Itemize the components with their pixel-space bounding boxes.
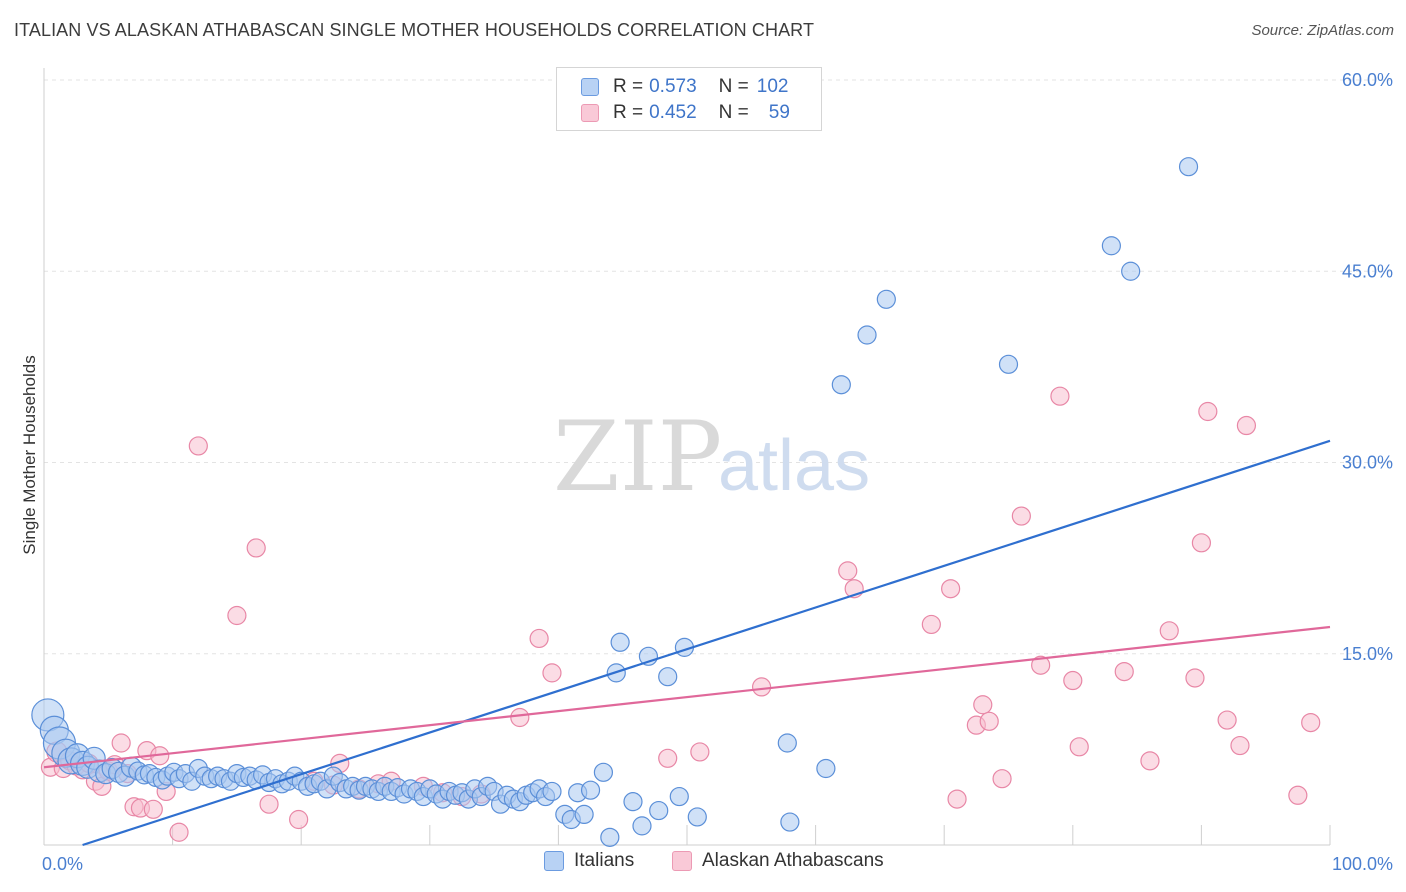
data-point-alaskan bbox=[1063, 670, 1083, 691]
data-point-alaskan bbox=[973, 695, 993, 715]
data-point-alaskan bbox=[529, 628, 549, 649]
bottom-legend-label-italians: Italians bbox=[574, 850, 635, 871]
data-point-alaskan bbox=[542, 663, 562, 683]
data-point-alaskan bbox=[751, 677, 772, 697]
data-point-italians bbox=[580, 780, 601, 800]
data-point-alaskan bbox=[259, 794, 279, 814]
data-point-alaskan bbox=[510, 707, 530, 728]
series-italians bbox=[31, 157, 1199, 847]
data-point-alaskan bbox=[1050, 386, 1070, 406]
data-point-alaskan bbox=[1198, 401, 1218, 422]
data-point-alaskan bbox=[169, 822, 189, 842]
y-tick-label: 45.0% bbox=[1342, 261, 1393, 281]
data-point-alaskan bbox=[1236, 415, 1257, 436]
data-point-italians bbox=[658, 667, 678, 687]
data-point-italians bbox=[687, 807, 707, 827]
data-point-italians bbox=[998, 354, 1019, 374]
trend-line-alaskan bbox=[43, 625, 1331, 769]
data-point-italians bbox=[623, 792, 643, 812]
legend-n-value: 102 bbox=[756, 76, 789, 97]
data-point-alaskan bbox=[838, 561, 858, 581]
data-point-alaskan bbox=[1288, 785, 1308, 805]
data-point-italians bbox=[831, 375, 851, 395]
data-point-alaskan bbox=[1031, 655, 1051, 675]
data-point-italians bbox=[600, 827, 620, 847]
bottom-legend: Italians Alaskan Athabascans bbox=[0, 850, 1406, 878]
data-point-alaskan bbox=[246, 538, 266, 558]
data-point-alaskan bbox=[941, 579, 961, 599]
bottom-legend-alaskan: Alaskan Athabascans bbox=[672, 850, 884, 872]
data-point-alaskan bbox=[1217, 710, 1237, 730]
x-tick-label: 0.0% bbox=[42, 854, 83, 874]
data-point-italians bbox=[1178, 157, 1199, 177]
data-point-italians bbox=[593, 762, 614, 782]
data-point-alaskan bbox=[143, 799, 163, 819]
data-point-italians bbox=[542, 781, 562, 802]
y-axis-label: Single Mother Households bbox=[20, 355, 39, 554]
bottom-legend-italians: Italians bbox=[544, 850, 634, 872]
legend-r-value: 0.573 bbox=[649, 76, 697, 97]
data-point-alaskan bbox=[947, 789, 967, 809]
data-point-italians bbox=[816, 758, 836, 779]
bottom-legend-label-alaskan: Alaskan Athabascans bbox=[702, 850, 884, 871]
data-point-italians bbox=[632, 816, 652, 836]
data-point-alaskan bbox=[921, 614, 941, 635]
trend-line-italians bbox=[82, 439, 1331, 847]
data-point-alaskan bbox=[690, 742, 710, 762]
legend-swatch-italians bbox=[581, 78, 599, 96]
data-point-italians bbox=[777, 733, 797, 753]
legend-swatch-alaskan bbox=[581, 104, 599, 122]
data-point-alaskan bbox=[658, 748, 678, 768]
data-point-alaskan bbox=[227, 605, 247, 626]
chart-title: ITALIAN VS ALASKAN ATHABASCAN SINGLE MOT… bbox=[14, 20, 815, 40]
data-point-italians bbox=[1121, 261, 1141, 281]
data-point-alaskan bbox=[1140, 751, 1160, 771]
data-point-alaskan bbox=[992, 769, 1012, 789]
legend-n-value: 59 bbox=[768, 102, 790, 123]
data-point-alaskan bbox=[979, 711, 999, 731]
legend-row-alaskan: R = 0.452 N = 59 bbox=[581, 101, 790, 125]
legend-r-label: R = bbox=[613, 76, 644, 97]
x-tick-label: 100.0% bbox=[1332, 854, 1393, 874]
axes bbox=[43, 68, 1331, 846]
data-point-alaskan bbox=[1159, 621, 1179, 641]
tick-labels: 15.0% 30.0% 45.0% 60.0% 0.0% 100.0% bbox=[42, 70, 1393, 874]
data-point-alaskan bbox=[111, 733, 131, 753]
data-point-italians bbox=[649, 800, 669, 821]
data-point-alaskan bbox=[1301, 712, 1321, 733]
grid-lines bbox=[44, 79, 1392, 655]
data-point-alaskan bbox=[289, 809, 309, 830]
data-point-italians bbox=[669, 786, 689, 807]
legend-r-label: R = bbox=[613, 102, 644, 123]
legend-n-label: N = bbox=[718, 102, 749, 123]
data-point-italians bbox=[574, 804, 594, 825]
bottom-legend-swatch-alaskan bbox=[672, 851, 692, 871]
legend-r-value: 0.452 bbox=[649, 102, 697, 123]
legend-n-label: N = bbox=[718, 76, 749, 97]
data-point-italians bbox=[1101, 236, 1121, 256]
data-point-alaskan bbox=[1069, 737, 1089, 757]
data-point-alaskan bbox=[1185, 668, 1205, 688]
y-tick-label: 60.0% bbox=[1342, 70, 1393, 90]
trend-lines bbox=[43, 439, 1331, 847]
data-point-alaskan bbox=[1011, 506, 1031, 526]
watermark: ZIP atlas bbox=[553, 401, 870, 513]
watermark-zip: ZIP bbox=[553, 401, 722, 513]
legend-row-italians: R = 0.573 N = 102 bbox=[581, 75, 788, 99]
data-point-alaskan bbox=[1114, 661, 1134, 682]
watermark-atlas: atlas bbox=[718, 426, 870, 506]
data-point-italians bbox=[876, 289, 896, 309]
data-point-italians bbox=[610, 632, 630, 652]
data-point-italians bbox=[780, 812, 800, 832]
y-tick-label: 15.0% bbox=[1342, 644, 1393, 664]
data-point-alaskan bbox=[1191, 533, 1212, 553]
data-point-italians bbox=[857, 325, 877, 345]
legend: R = 0.573 N = 102 R = 0.452 N = 59 bbox=[556, 67, 822, 131]
bottom-legend-swatch-italians bbox=[544, 851, 564, 871]
y-tick-label: 30.0% bbox=[1342, 453, 1393, 473]
data-point-alaskan bbox=[188, 436, 208, 456]
source-credit: Source: ZipAtlas.com bbox=[1251, 22, 1394, 39]
data-point-alaskan bbox=[1230, 735, 1250, 756]
